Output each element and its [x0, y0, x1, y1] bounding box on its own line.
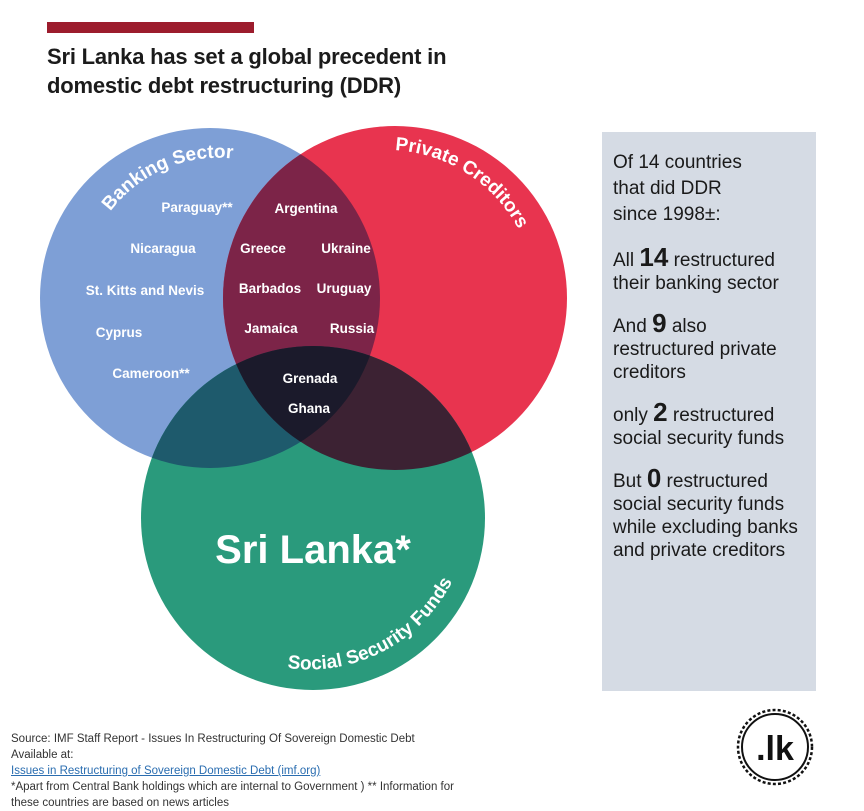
- stat-text: restructured their banking sector: [613, 250, 779, 294]
- stat-prefix: And: [613, 316, 653, 337]
- banking-country-1: Nicaragua: [130, 241, 196, 256]
- stat-text: restructured social security funds while…: [613, 471, 798, 561]
- stat-number: 0: [646, 463, 662, 493]
- banking-country-4: Cameroon**: [112, 366, 190, 381]
- overlap-country-2: Ukraine: [321, 241, 371, 256]
- note-line-2: these countries are based on news articl…: [11, 797, 229, 809]
- stat-text: restructured social security funds: [613, 405, 785, 449]
- logo-text: .lk: [756, 730, 794, 768]
- overlap-country-0: Argentina: [274, 201, 337, 216]
- stat-text: also restructured private creditors: [613, 316, 777, 383]
- intro-line-3: since 1998±:: [613, 204, 721, 225]
- note-line-1: *Apart from Central Bank holdings which …: [11, 781, 454, 793]
- banking-country-2: St. Kitts and Nevis: [86, 283, 205, 298]
- available-line: Available at: Issues in Restructuring of…: [11, 747, 531, 779]
- stat-private: And 9 also restructured private creditor…: [613, 310, 808, 384]
- stat-banking: All 14 restructured their banking sector: [613, 244, 808, 295]
- lk-logo: .lk: [736, 708, 814, 786]
- page-title: Sri Lanka has set a global precedent in …: [47, 42, 567, 100]
- overlap-country-1: Greece: [240, 241, 286, 256]
- overlap-country-5: Jamaica: [244, 321, 298, 336]
- overlap-country-6: Russia: [330, 321, 375, 336]
- intro-line-2: that did DDR: [613, 178, 722, 199]
- title-line-1: Sri Lanka has set a global precedent in: [47, 44, 447, 69]
- stat-prefix: All: [613, 250, 640, 271]
- center-country-1: Ghana: [288, 401, 331, 416]
- source-footer: Source: IMF Staff Report - Issues In Res…: [11, 731, 531, 811]
- stat-number: 2: [653, 397, 668, 427]
- venn-diagram: Paraguay** Nicaragua St. Kitts and Nevis…: [40, 126, 567, 690]
- stats-intro: Of 14 countries that did DDR since 1998±…: [613, 150, 808, 228]
- banking-country-3: Cyprus: [96, 325, 143, 340]
- stat-prefix: But: [613, 471, 647, 492]
- center-country-0: Grenada: [283, 371, 338, 386]
- intro-line-1: Of 14 countries: [613, 152, 742, 173]
- title-accent-bar: [47, 22, 254, 33]
- stat-prefix: only: [613, 405, 654, 426]
- source-line: Source: IMF Staff Report - Issues In Res…: [11, 733, 415, 745]
- stat-exclusive: But 0 restructured social security funds…: [613, 465, 808, 562]
- stats-panel: Of 14 countries that did DDR since 1998±…: [602, 132, 816, 691]
- banking-country-0: Paraguay**: [161, 200, 233, 215]
- overlap-country-4: Uruguay: [317, 281, 372, 296]
- stat-number: 14: [639, 242, 669, 272]
- sri-lanka-label: Sri Lanka*: [215, 528, 411, 572]
- banking-social-overlap: [141, 346, 380, 468]
- title-line-2: domestic debt restructuring (DDR): [47, 73, 401, 98]
- available-prefix: Available at:: [11, 749, 74, 761]
- overlap-country-3: Barbados: [239, 281, 301, 296]
- source-link[interactable]: Issues in Restructuring of Sovereign Dom…: [11, 765, 321, 777]
- stat-social: only 2 restructured social security fund…: [613, 399, 808, 450]
- stat-number: 9: [652, 308, 667, 338]
